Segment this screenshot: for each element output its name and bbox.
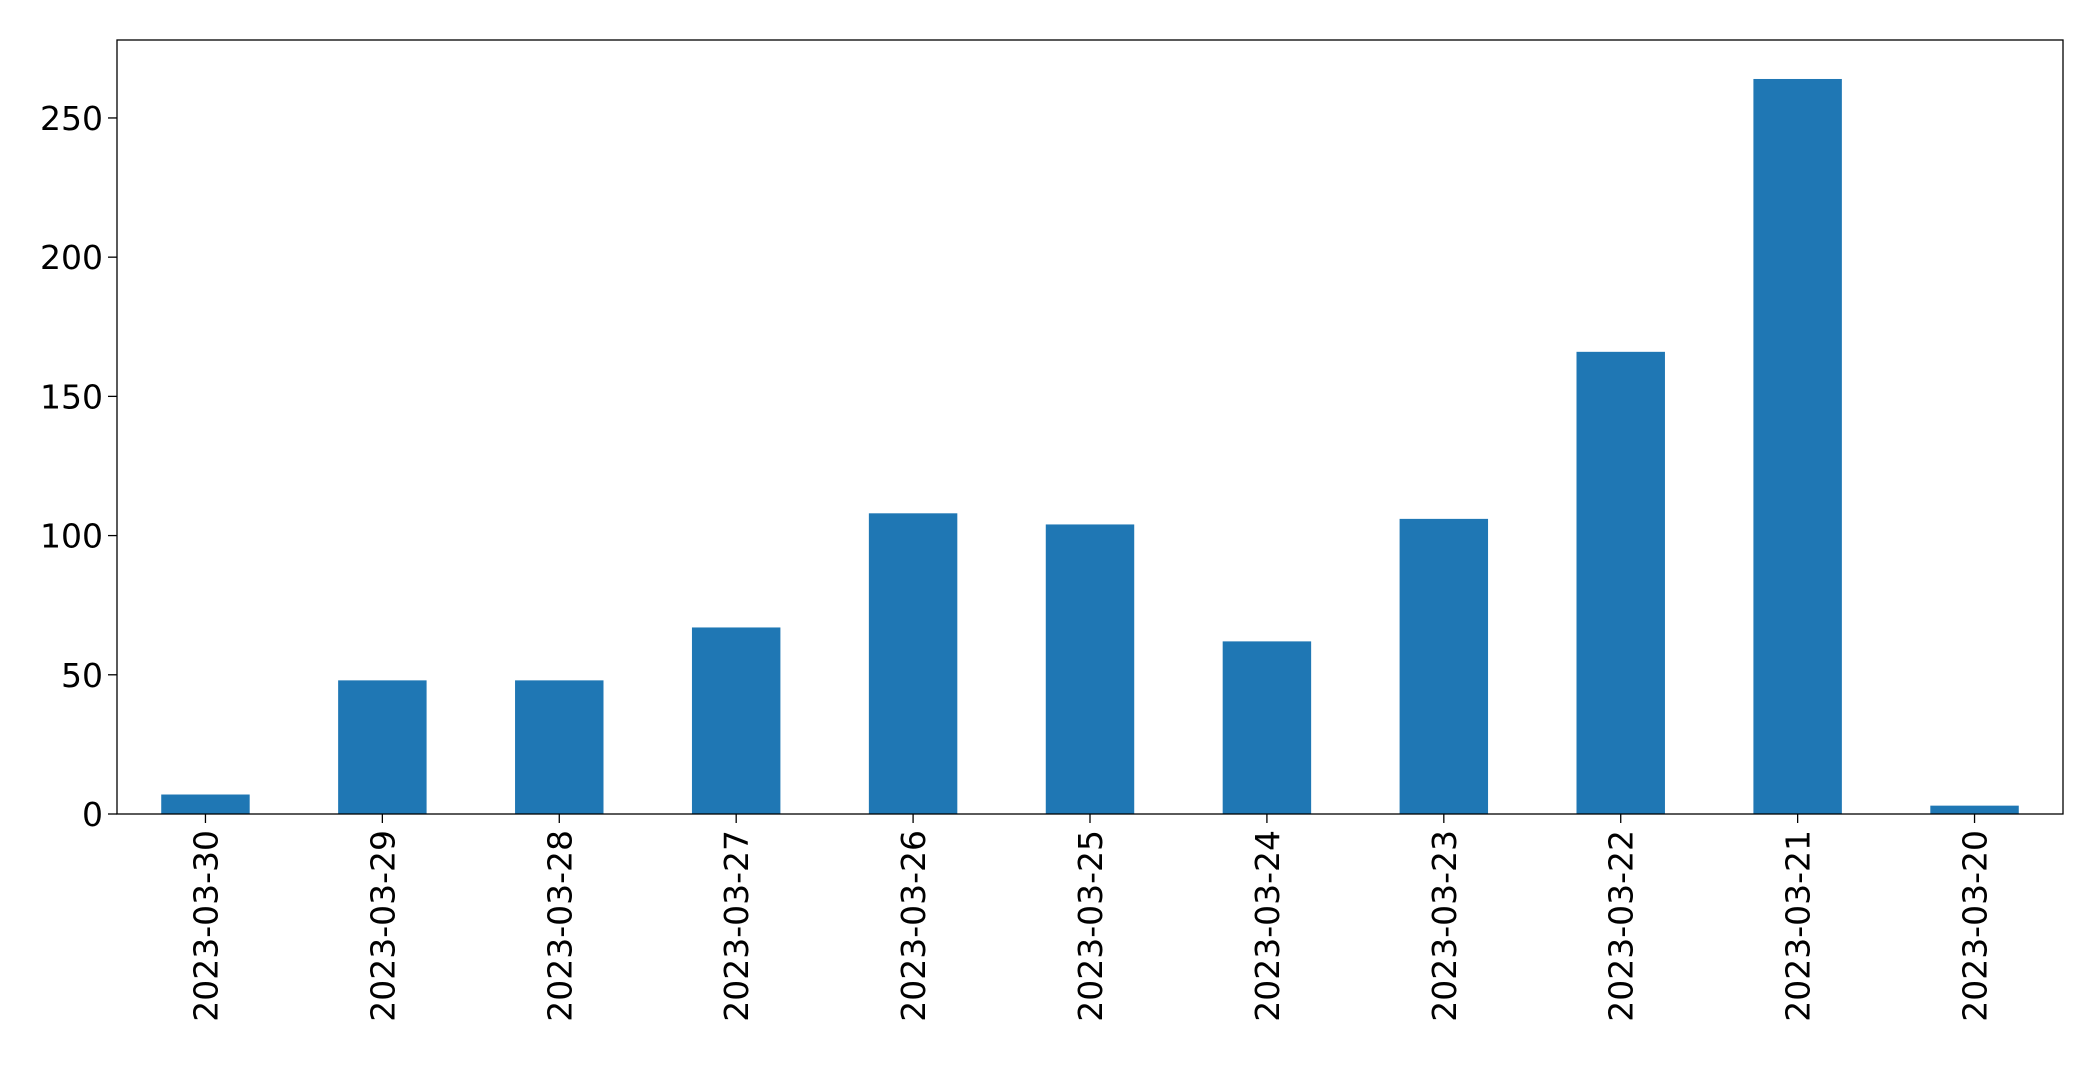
bar-2023-03-30: [161, 794, 250, 814]
x-tick-label: 2023-03-20: [1956, 830, 1995, 1022]
x-tick-label: 2023-03-27: [717, 830, 756, 1022]
x-axis: 2023-03-30 2023-03-29 2023-03-28 2023-03-27…: [186, 814, 1995, 1022]
y-tick-label: 100: [40, 517, 103, 556]
y-tick-label: 250: [40, 99, 103, 138]
y-tick-label: 50: [61, 656, 103, 695]
bar-2023-03-26: [868, 513, 958, 814]
bar-group: [161, 78, 2019, 815]
x-tick-label: 2023-03-23: [1425, 830, 1464, 1022]
bar-2023-03-27: [691, 627, 781, 814]
bar-2023-03-22: [1576, 351, 1665, 814]
bar-2023-03-25: [1045, 524, 1135, 814]
plot-frame: [116, 39, 2064, 815]
bar-2023-03-21: [1753, 78, 1842, 815]
bar-2023-03-24: [1222, 641, 1312, 814]
x-tick-label: 2023-03-26: [894, 830, 933, 1022]
x-tick-label: 2023-03-22: [1602, 830, 1641, 1022]
bar-2023-03-28: [515, 680, 604, 814]
y-axis: 0 50 100 150 200 250: [40, 99, 117, 834]
y-tick-label: 0: [82, 795, 103, 834]
x-tick-label: 2023-03-24: [1248, 830, 1287, 1022]
x-tick-label: 2023-03-28: [540, 830, 579, 1022]
bar-2023-03-29: [338, 680, 427, 814]
x-tick-label: 2023-03-21: [1779, 830, 1818, 1022]
y-tick-label: 150: [40, 377, 103, 416]
y-tick-label: 200: [40, 238, 103, 277]
x-tick-label: 2023-03-30: [186, 830, 225, 1022]
bar-2023-03-23: [1399, 518, 1489, 814]
x-tick-label: 2023-03-29: [363, 830, 402, 1022]
x-tick-label: 2023-03-25: [1071, 830, 1110, 1022]
bar-2023-03-20: [1930, 805, 2019, 814]
